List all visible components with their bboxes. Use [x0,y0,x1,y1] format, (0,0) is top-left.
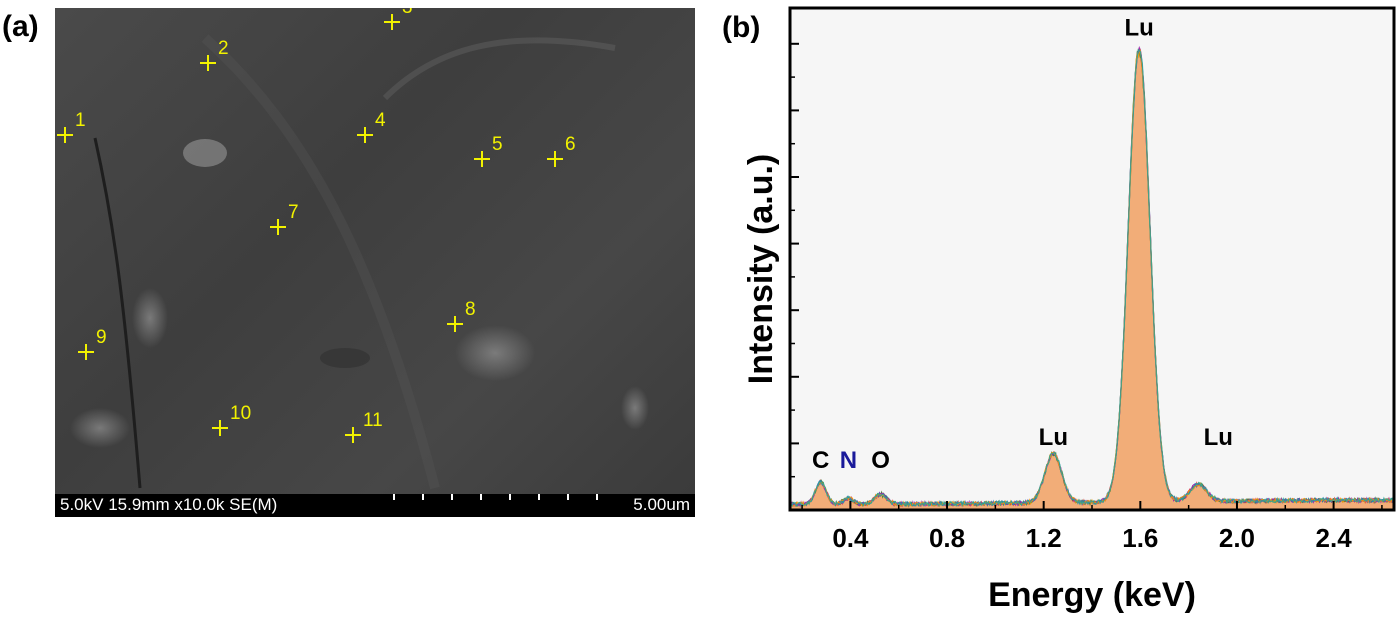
measurement-point-3: 3 [384,8,413,30]
measurement-point-1: 1 [57,110,86,143]
peak-annotation: O [871,447,890,474]
point-label: 11 [363,410,383,431]
eds-spectrum-chart: (b) 0.4 0.8 1.2 1.6 2.0 2.4 Energy (keV) Intensi… [722,6,1396,614]
measurement-point-4: 4 [357,110,386,143]
panel-a-label: (a) [2,10,39,43]
point-label: 3 [402,8,413,18]
sem-texture: 1 2 3 4 5 6 7 8 9 10 11 [57,8,649,490]
measurement-point-10: 10 [212,403,251,436]
point-label: 2 [218,38,229,59]
spectrum-line-6 [789,48,1395,508]
plot-area [790,8,1394,510]
sem-image: 1 2 3 4 5 6 7 8 9 10 11 5.0kV 15.9mm x10.0k SE(M) … [55,8,695,517]
measurement-point-2: 2 [200,38,229,71]
measurement-point-11: 11 [345,410,383,443]
measurement-point-8: 8 [447,299,476,332]
x-tick-label: 0.8 [929,523,965,553]
measurement-point-9: 9 [78,327,107,360]
particle [132,288,168,348]
point-label: 10 [230,403,251,424]
scale-bar-label: 5.00um [633,495,690,514]
peak-annotation: C [812,447,829,474]
x-tick-label: 2.0 [1219,523,1255,553]
streak-line [382,37,616,101]
sem-info-bar: 5.0kV 15.9mm x10.0k SE(M) 5.00um [55,494,695,517]
peak-annotation: Lu [1039,424,1068,451]
particle [621,386,649,430]
measurement-point-6: 6 [547,134,576,167]
measurement-point-5: 5 [474,134,503,167]
x-tick-label: 1.2 [1026,523,1062,553]
x-tick-label: 2.4 [1316,523,1353,553]
x-axis-label: Energy (keV) [988,576,1196,614]
point-label: 4 [375,110,386,131]
particle [183,139,227,167]
point-label: 9 [96,327,107,348]
particle [70,408,130,448]
point-label: 6 [565,134,576,155]
peak-annotation: Lu [1204,424,1233,451]
point-label: 7 [288,202,299,223]
streak-line [201,34,440,490]
pit [320,348,370,368]
x-tick-label: 0.4 [832,523,869,553]
point-label: 5 [492,134,503,155]
peak-annotation: N [840,447,857,474]
point-label: 1 [75,110,86,131]
y-axis-label: Intensity (a.u.) [742,154,780,384]
scale-ticks [393,494,598,500]
x-tick-label: 1.6 [1122,523,1158,553]
panel-b-label: (b) [722,11,760,44]
crack-line [93,137,142,489]
particle [455,325,535,381]
sem-parameters: 5.0kV 15.9mm x10.0k SE(M) [60,495,278,514]
point-label: 8 [465,299,476,320]
peak-annotation: Lu [1124,14,1153,41]
measurement-point-7: 7 [270,202,299,235]
